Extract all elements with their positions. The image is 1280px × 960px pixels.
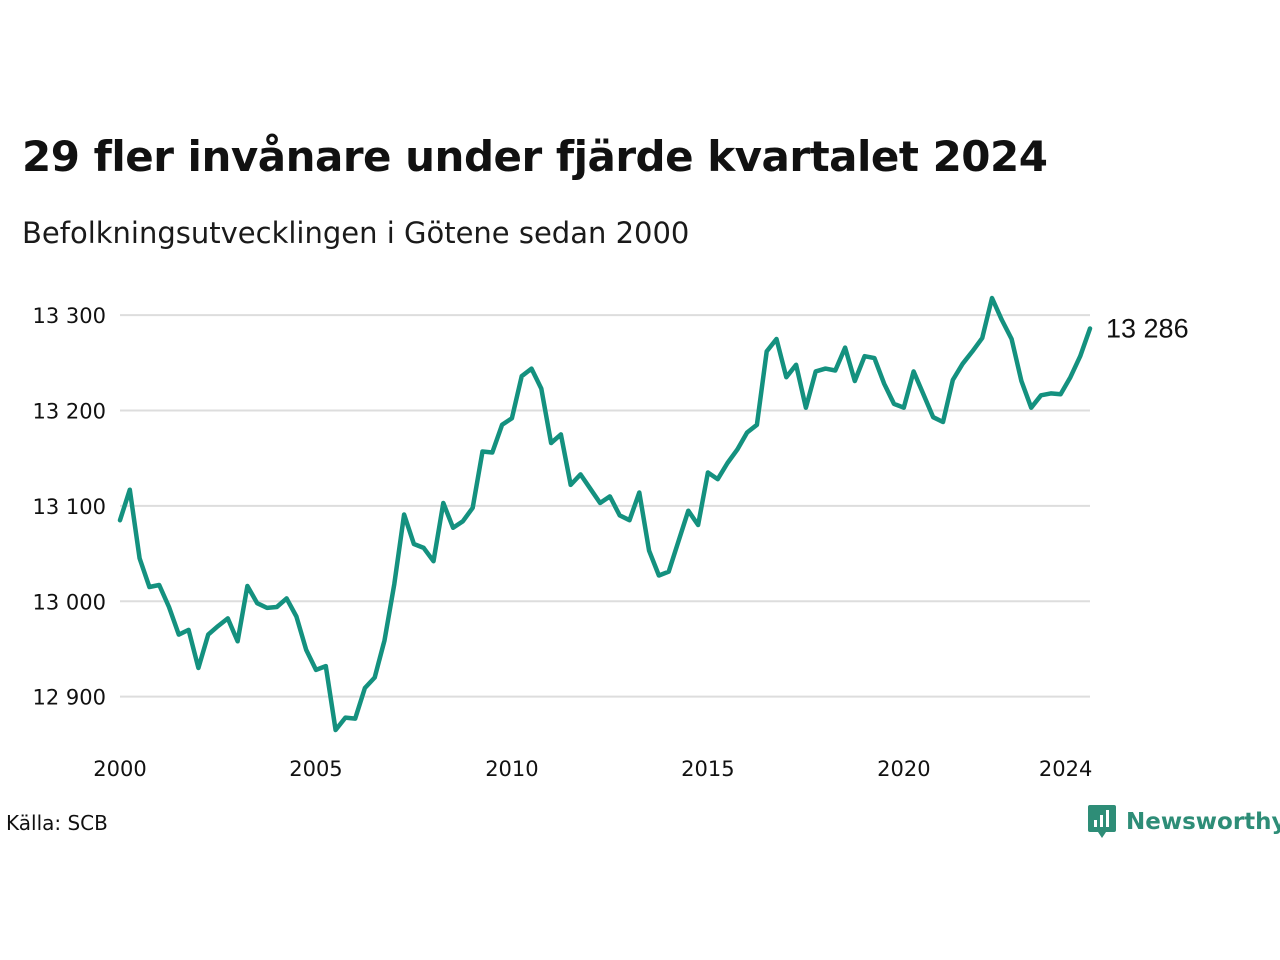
series-line (117, 295, 1093, 733)
newsworthy-logo-icon (1088, 805, 1116, 838)
chart-subtitle: Befolkningsutvecklingen i Götene sedan 2… (22, 216, 690, 250)
y-tick-label: 13 200 (33, 400, 106, 424)
y-tick-label: 12 900 (33, 686, 106, 710)
x-tick-label: 2010 (485, 757, 538, 781)
x-tick-label: 2024 (1039, 757, 1092, 781)
x-tick-label: 2015 (681, 757, 734, 781)
x-tick-label: 2005 (289, 757, 342, 781)
y-tick-label: 13 000 (33, 590, 106, 614)
y-tick-label: 13 300 (33, 304, 106, 328)
last-value-label: 13 286 (1106, 314, 1189, 344)
brand-logo[interactable]: Newsworthy (1087, 804, 1280, 840)
y-tick-label: 13 100 (33, 495, 106, 519)
chart-title: 29 fler invånare under fjärde kvartalet … (22, 132, 1048, 181)
source-label: Källa: SCB (6, 811, 108, 835)
x-tick-label: 2000 (93, 757, 146, 781)
brand-name: Newsworthy (1126, 809, 1280, 835)
x-tick-label: 2020 (877, 757, 930, 781)
